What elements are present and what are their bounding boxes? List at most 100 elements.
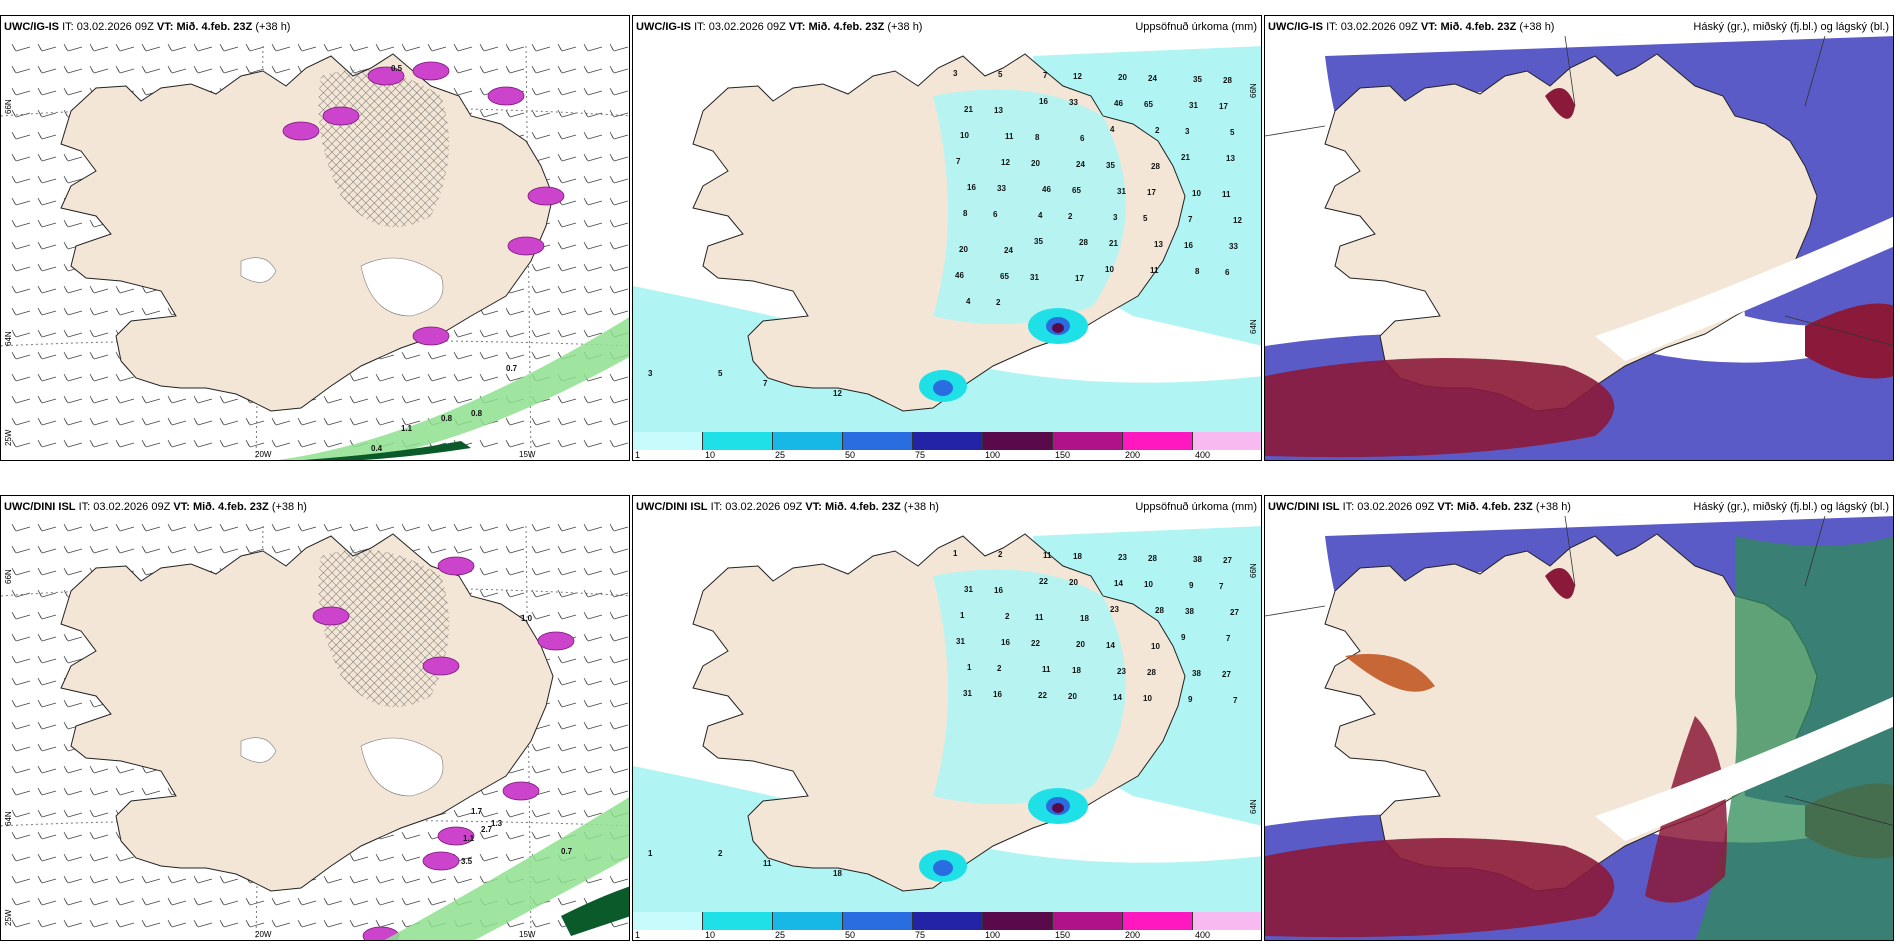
wind-barb [11,677,31,686]
lon-label-25w: 25W [4,429,13,446]
wind-barb [531,65,551,74]
precip-value-label: 23 [1110,605,1119,614]
precip-value-label: 0.5 [391,64,403,73]
wind-barb [167,65,187,74]
wind-barb [375,43,395,52]
wind-barb [89,439,109,448]
wind-barb [167,43,187,52]
wind-barb [531,87,551,96]
wind-barb [453,329,473,338]
precip-value-label: 2 [997,664,1002,673]
cloud-panel-dini: UWC/DINI ISL IT: 03.02.2026 09Z VT: Mið.… [1264,495,1894,941]
lon-label-20w: 20W [255,930,272,939]
colorbar-label: 200 [1125,930,1141,940]
wind-barb [115,787,135,796]
precip-value-label: 1.1 [463,834,475,843]
precip-value-label: 9 [1181,633,1186,642]
lon-label-15w: 15W [519,930,536,939]
precip-value-label: 38 [1193,555,1202,564]
wind-barb [609,87,629,96]
wind-barb [89,373,109,382]
wind-barb [115,417,135,426]
colorbar-label: 75 [915,450,926,460]
wind-barb [479,809,499,818]
colorbar-label: 50 [845,450,856,460]
wind-barb [557,219,577,228]
colorbar-label: 75 [915,930,926,940]
precip-value-label: 31 [956,637,965,646]
wind-barb [375,373,395,382]
wind-barb [557,523,577,532]
precip-core [561,886,629,936]
wind-barb [37,743,57,752]
precip-value-label: 20 [1076,640,1085,649]
wind-barb [89,765,109,774]
wind-barb [609,219,629,228]
wind-barb [63,395,83,404]
wind-barb [11,285,31,294]
precip-band [384,797,629,940]
wind-barb [37,263,57,272]
wind-barb [115,875,135,884]
wind-barb [583,395,603,404]
wind-barb [609,43,629,52]
wind-barb [37,109,57,118]
wind-barb [37,307,57,316]
wind-barb [115,43,135,52]
wind-barb [583,285,603,294]
precip-blob [437,556,475,576]
wind-barb [401,351,421,360]
iceland-landmass [60,53,554,412]
wind-barb [11,329,31,338]
precip-value-label: 14 [1114,579,1123,588]
precip-value-label: 22 [1038,691,1047,700]
wind-barb [479,351,499,360]
precip-value-label: 3 [953,69,958,78]
wind-barb [583,567,603,576]
wind-barb [271,919,291,928]
wind-barb [557,809,577,818]
wind-barb [115,373,135,382]
precip-value-label: 3 [648,369,653,378]
wind-barb [271,545,291,554]
high-cloud-field [1265,358,1615,458]
colorbar-label: 100 [985,450,1001,460]
wind-barb [349,853,369,862]
precip-value-label: 28 [1148,554,1157,563]
wind-barb [609,175,629,184]
wind-barb [427,523,447,532]
wind-barb [531,439,551,448]
wind-barb [89,787,109,796]
precip-value-label: 7 [1219,582,1224,591]
wind-barb [11,875,31,884]
wind-barb [37,633,57,642]
precip-value-label: 1 [967,663,972,672]
wind-barb [401,417,421,426]
wind-barb [193,439,213,448]
wind-barb [11,589,31,598]
wind-barb [271,523,291,532]
wind-barb [531,285,551,294]
wind-barb [609,589,629,598]
precip-value-label: 1.0 [521,614,533,623]
wind-barb [63,809,83,818]
wind-barb [11,241,31,250]
wind-barb [89,307,109,316]
wind-barb [453,523,473,532]
precip-blob [487,86,525,106]
precip-value-label: 13 [994,106,1003,115]
wind-barb [531,809,551,818]
wind-barb [583,175,603,184]
precip-value-label: 14 [1106,641,1115,650]
map-canvas: 0.5 0.8 0.7 0.8 1.1 0.4 [1,43,629,460]
wind-barb [557,263,577,272]
precip-value-label: 3.5 [461,857,473,866]
wind-barb [167,875,187,884]
colorbar-segment [703,432,773,450]
wind-barb [609,395,629,404]
wind-barb [609,241,629,250]
precip-value-label: 1 [648,849,653,858]
wind-barb [63,633,83,642]
precip-value-label: 33 [1069,98,1078,107]
wind-barb [453,875,473,884]
